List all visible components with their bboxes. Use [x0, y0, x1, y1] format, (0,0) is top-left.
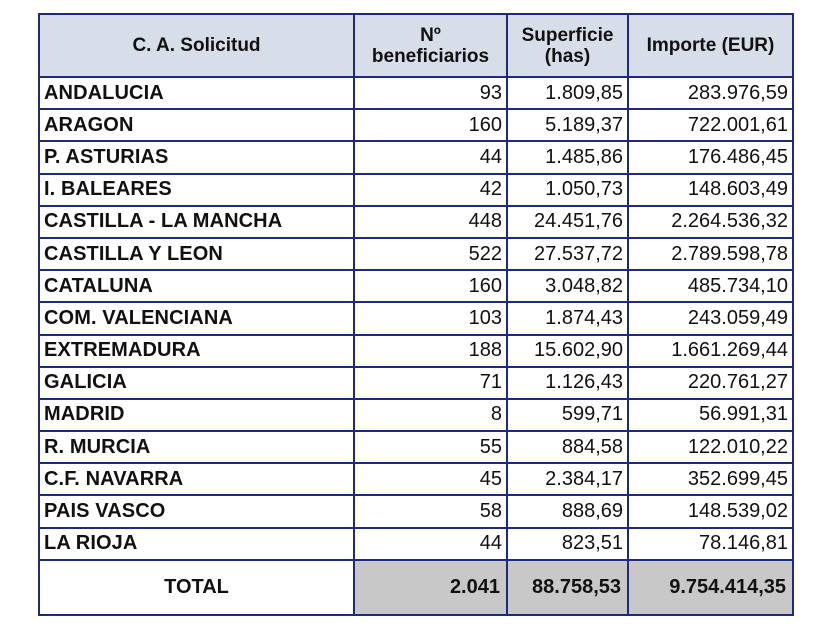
beneficiaries-cell: 522	[353, 236, 508, 272]
table-row: CASTILLA - LA MANCHA 448 24.451,76 2.264.53…	[38, 204, 794, 239]
region-cell: MADRID	[38, 397, 355, 433]
amount-cell: 2.789.598,78	[627, 236, 794, 272]
table-row: CATALUNA 160 3.048,82 485.734,10	[38, 269, 794, 304]
surface-cell: 2.384,17	[506, 462, 629, 497]
region-cell: GALICIA	[38, 365, 355, 400]
beneficiaries-cell: 44	[353, 526, 508, 561]
header-surface: Superficie (has)	[506, 13, 629, 78]
surface-cell: 3.048,82	[506, 269, 629, 304]
table-row: ARAGON 160 5.189,37 722.001,61	[38, 108, 794, 143]
amount-cell: 56.991,31	[627, 397, 794, 433]
region-cell: R. MURCIA	[38, 430, 355, 465]
beneficiaries-cell: 160	[353, 108, 508, 143]
region-cell: EXTREMADURA	[38, 333, 355, 368]
region-cell: PAIS VASCO	[38, 494, 355, 529]
surface-cell: 599,71	[506, 397, 629, 433]
surface-cell: 823,51	[506, 526, 629, 561]
amount-cell: 352.699,45	[627, 462, 794, 497]
surface-cell: 15.602,90	[506, 333, 629, 368]
table-row: C.F. NAVARRA 45 2.384,17 352.699,45	[38, 462, 794, 497]
header-region: C. A. Solicitud	[38, 13, 355, 78]
region-cell: CATALUNA	[38, 269, 355, 304]
table-body: ANDALUCIA 93 1.809,85 283.976,59 ARAGON 160 5.…	[38, 75, 794, 561]
surface-cell: 24.451,76	[506, 204, 629, 239]
table-row: GALICIA 71 1.126,43 220.761,27	[38, 365, 794, 400]
region-cell: CASTILLA Y LEON	[38, 236, 355, 272]
amount-cell: 148.603,49	[627, 172, 794, 207]
surface-cell: 1.050,73	[506, 172, 629, 207]
table-row: PAIS VASCO 58 888,69 148.539,02	[38, 494, 794, 529]
region-cell: LA RIOJA	[38, 526, 355, 561]
table-row: CASTILLA Y LEON 522 27.537,72 2.789.598,78	[38, 236, 794, 272]
beneficiaries-cell: 8	[353, 397, 508, 433]
beneficiaries-cell: 93	[353, 75, 508, 111]
total-amount: 9.754.414,35	[627, 558, 794, 616]
region-cell: I. BALEARES	[38, 172, 355, 207]
total-beneficiaries: 2.041	[353, 558, 508, 616]
table-row: R. MURCIA 55 884,58 122.010,22	[38, 430, 794, 465]
total-label: TOTAL	[38, 558, 355, 616]
amount-cell: 243.059,49	[627, 301, 794, 336]
table-row: ANDALUCIA 93 1.809,85 283.976,59	[38, 75, 794, 111]
beneficiaries-cell: 160	[353, 269, 508, 304]
beneficiaries-cell: 103	[353, 301, 508, 336]
region-cell: P. ASTURIAS	[38, 140, 355, 175]
header-beneficiaries-line1: Nº	[420, 24, 441, 46]
surface-cell: 1.809,85	[506, 75, 629, 111]
surface-cell: 1.485,86	[506, 140, 629, 175]
surface-cell: 884,58	[506, 430, 629, 465]
surface-cell: 1.874,43	[506, 301, 629, 336]
beneficiaries-cell: 71	[353, 365, 508, 400]
amount-cell: 78.146,81	[627, 526, 794, 561]
surface-cell: 27.537,72	[506, 236, 629, 272]
region-cell: C.F. NAVARRA	[38, 462, 355, 497]
region-cell: CASTILLA - LA MANCHA	[38, 204, 355, 239]
table-row: EXTREMADURA 188 15.602,90 1.661.269,44	[38, 333, 794, 368]
amount-cell: 220.761,27	[627, 365, 794, 400]
amount-cell: 148.539,02	[627, 494, 794, 529]
beneficiaries-table: C. A. Solicitud Nº beneficiarios Superfi…	[38, 13, 794, 616]
table-header: C. A. Solicitud Nº beneficiarios Superfi…	[38, 13, 794, 78]
table-row: LA RIOJA 44 823,51 78.146,81	[38, 526, 794, 561]
table-row: COM. VALENCIANA 103 1.874,43 243.059,49	[38, 301, 794, 336]
amount-cell: 722.001,61	[627, 108, 794, 143]
header-surface-line1: Superficie	[521, 24, 614, 46]
header-row: C. A. Solicitud Nº beneficiarios Superfi…	[38, 13, 794, 78]
amount-cell: 2.264.536,32	[627, 204, 794, 239]
beneficiaries-cell: 58	[353, 494, 508, 529]
amount-cell: 1.661.269,44	[627, 333, 794, 368]
header-beneficiaries-line2: beneficiarios	[371, 45, 490, 67]
beneficiaries-cell: 55	[353, 430, 508, 465]
table-row: MADRID 8 599,71 56.991,31	[38, 397, 794, 433]
amount-cell: 485.734,10	[627, 269, 794, 304]
header-amount: Importe (EUR)	[627, 13, 794, 78]
surface-cell: 5.189,37	[506, 108, 629, 143]
beneficiaries-cell: 42	[353, 172, 508, 207]
header-surface-line2: (has)	[544, 45, 591, 67]
beneficiaries-cell: 44	[353, 140, 508, 175]
table-row: P. ASTURIAS 44 1.485,86 176.486,45	[38, 140, 794, 175]
header-beneficiaries: Nº beneficiarios	[353, 13, 508, 78]
total-surface: 88.758,53	[506, 558, 629, 616]
beneficiaries-cell: 188	[353, 333, 508, 368]
surface-cell: 888,69	[506, 494, 629, 529]
amount-cell: 122.010,22	[627, 430, 794, 465]
surface-cell: 1.126,43	[506, 365, 629, 400]
total-row: TOTAL 2.041 88.758,53 9.754.414,35	[38, 558, 794, 616]
beneficiaries-cell: 448	[353, 204, 508, 239]
table-row: I. BALEARES 42 1.050,73 148.603,49	[38, 172, 794, 207]
amount-cell: 283.976,59	[627, 75, 794, 111]
beneficiaries-cell: 45	[353, 462, 508, 497]
region-cell: ANDALUCIA	[38, 75, 355, 111]
region-cell: ARAGON	[38, 108, 355, 143]
region-cell: COM. VALENCIANA	[38, 301, 355, 336]
table-footer: TOTAL 2.041 88.758,53 9.754.414,35	[38, 558, 794, 616]
amount-cell: 176.486,45	[627, 140, 794, 175]
